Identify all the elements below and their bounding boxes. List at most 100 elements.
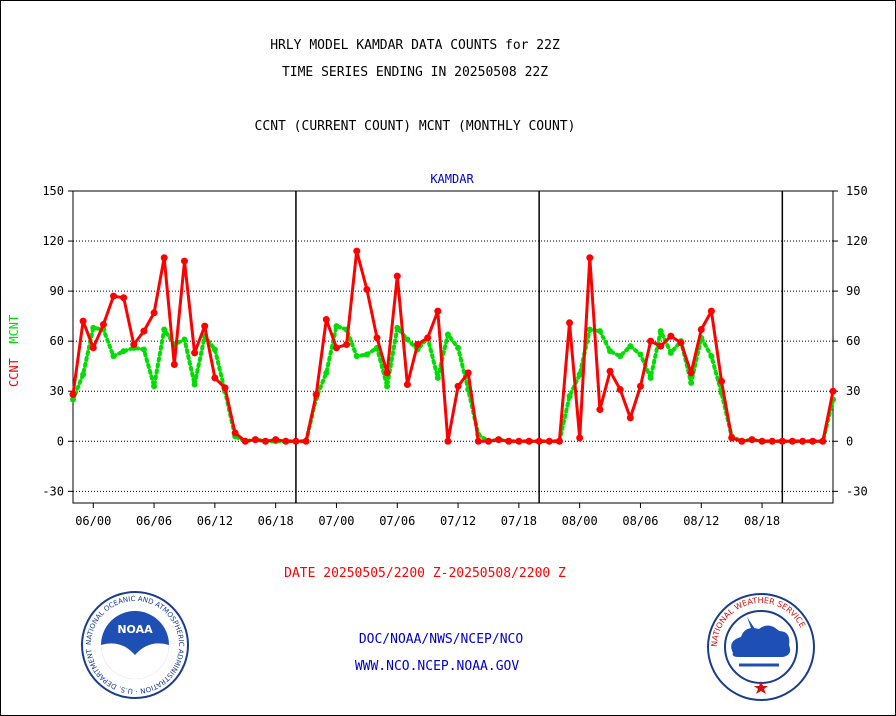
- y-tick-label-left: 0: [57, 434, 64, 448]
- data-point-mcnt: [191, 381, 198, 388]
- data-point-ccnt: [515, 437, 523, 445]
- data-point-ccnt: [616, 386, 624, 394]
- data-point-ccnt: [211, 374, 219, 382]
- data-point-ccnt: [738, 437, 746, 445]
- data-point-mcnt: [161, 326, 168, 333]
- data-point-mcnt: [70, 396, 76, 403]
- data-point-ccnt: [586, 254, 594, 262]
- data-point-ccnt: [829, 387, 837, 395]
- data-point-mcnt: [607, 348, 614, 355]
- data-point-ccnt: [403, 381, 411, 389]
- data-point-ccnt: [140, 327, 148, 335]
- data-point-ccnt: [809, 437, 817, 445]
- data-point-ccnt: [191, 349, 199, 357]
- data-point-ccnt: [343, 340, 351, 348]
- data-point-mcnt: [211, 346, 218, 353]
- x-tick-label: 06/12: [197, 514, 233, 528]
- noaa-logo: NATIONAL OCEANIC AND ATMOSPHERIC ADMINIS…: [81, 591, 189, 699]
- data-point-mcnt: [140, 346, 147, 353]
- data-point-mcnt: [444, 331, 451, 338]
- data-point-ccnt: [525, 437, 533, 445]
- data-point-ccnt: [495, 436, 503, 444]
- y-tick-label-left: 90: [50, 284, 64, 298]
- data-point-ccnt: [373, 334, 381, 342]
- data-point-ccnt: [484, 437, 492, 445]
- data-point-ccnt: [69, 391, 77, 399]
- x-tick-label: 06/18: [258, 514, 294, 528]
- data-point-mcnt: [363, 351, 370, 358]
- y-tick-label-right: 120: [846, 234, 868, 248]
- y-tick-label-right: -30: [846, 484, 868, 498]
- data-point-ccnt: [393, 272, 401, 280]
- data-point-ccnt: [788, 437, 796, 445]
- y-tick-label-left: 60: [50, 334, 64, 348]
- data-point-mcnt: [566, 393, 573, 400]
- data-point-mcnt: [667, 349, 674, 356]
- data-point-mcnt: [333, 323, 340, 330]
- data-point-ccnt: [657, 342, 665, 350]
- plot-frame: [72, 190, 834, 504]
- data-point-mcnt: [394, 324, 401, 331]
- data-point-ccnt: [799, 437, 807, 445]
- nws-logo: NATIONAL WEATHER SERVICE: [707, 593, 815, 701]
- data-point-mcnt: [120, 348, 127, 355]
- footer-org-label: DOC/NOAA/NWS/NCEP/NCO: [358, 632, 524, 647]
- data-point-ccnt: [201, 322, 209, 330]
- y-tick-label-right: 0: [846, 434, 853, 448]
- series-line-ccnt: [71, 249, 835, 443]
- data-point-ccnt: [566, 319, 574, 327]
- data-point-mcnt: [181, 336, 188, 343]
- data-point-ccnt: [332, 344, 340, 352]
- data-point-ccnt: [272, 436, 280, 444]
- data-point-ccnt: [464, 369, 472, 377]
- data-point-mcnt: [455, 344, 462, 351]
- data-point-ccnt: [535, 437, 543, 445]
- data-point-ccnt: [667, 332, 675, 340]
- data-point-ccnt: [728, 434, 736, 442]
- x-tick-label: 07/12: [440, 514, 476, 528]
- date-range-label: DATE 20250505/2200 Z-20250508/2200 Z: [284, 566, 566, 581]
- data-point-ccnt: [160, 254, 168, 262]
- data-point-ccnt: [718, 377, 726, 385]
- data-point-ccnt: [424, 334, 432, 342]
- data-point-ccnt: [322, 315, 330, 323]
- data-point-ccnt: [110, 292, 118, 300]
- data-point-ccnt: [262, 437, 270, 445]
- data-point-ccnt: [170, 361, 178, 369]
- y-tick-label-left: 120: [42, 234, 64, 248]
- data-point-ccnt: [545, 437, 553, 445]
- data-point-mcnt: [596, 328, 603, 335]
- data-point-ccnt: [474, 437, 482, 445]
- data-point-ccnt: [647, 337, 655, 345]
- data-point-ccnt: [596, 406, 604, 414]
- data-point-mcnt: [586, 326, 593, 333]
- y-tick-label-right: 60: [846, 334, 860, 348]
- data-point-ccnt: [89, 344, 97, 352]
- data-point-ccnt: [758, 437, 766, 445]
- data-point-ccnt: [383, 369, 391, 377]
- data-point-ccnt: [241, 437, 249, 445]
- data-point-mcnt: [647, 374, 654, 381]
- data-point-ccnt: [768, 437, 776, 445]
- data-point-ccnt: [677, 339, 685, 347]
- data-point-ccnt: [231, 429, 239, 437]
- data-point-ccnt: [251, 436, 259, 444]
- chart-title-line-1: HRLY MODEL KAMDAR DATA COUNTS for 22Z: [270, 38, 560, 53]
- data-point-ccnt: [99, 320, 107, 328]
- data-point-mcnt: [617, 353, 624, 360]
- y-tick-label-left: 150: [42, 184, 64, 198]
- data-point-mcnt: [80, 371, 87, 378]
- x-tick-label: 07/00: [318, 514, 354, 528]
- data-point-ccnt: [120, 294, 128, 302]
- data-point-ccnt: [454, 382, 462, 390]
- data-point-mcnt: [576, 371, 583, 378]
- footer-url-label: WWW.NCO.NCEP.NOAA.GOV: [354, 659, 520, 674]
- panel-label: KAMDAR: [430, 172, 474, 186]
- y-tick-label-left: 30: [50, 384, 64, 398]
- data-point-ccnt: [312, 391, 320, 399]
- data-point-ccnt: [555, 437, 563, 445]
- data-point-ccnt: [576, 434, 584, 442]
- data-point-ccnt: [697, 325, 705, 333]
- data-point-ccnt: [282, 437, 290, 445]
